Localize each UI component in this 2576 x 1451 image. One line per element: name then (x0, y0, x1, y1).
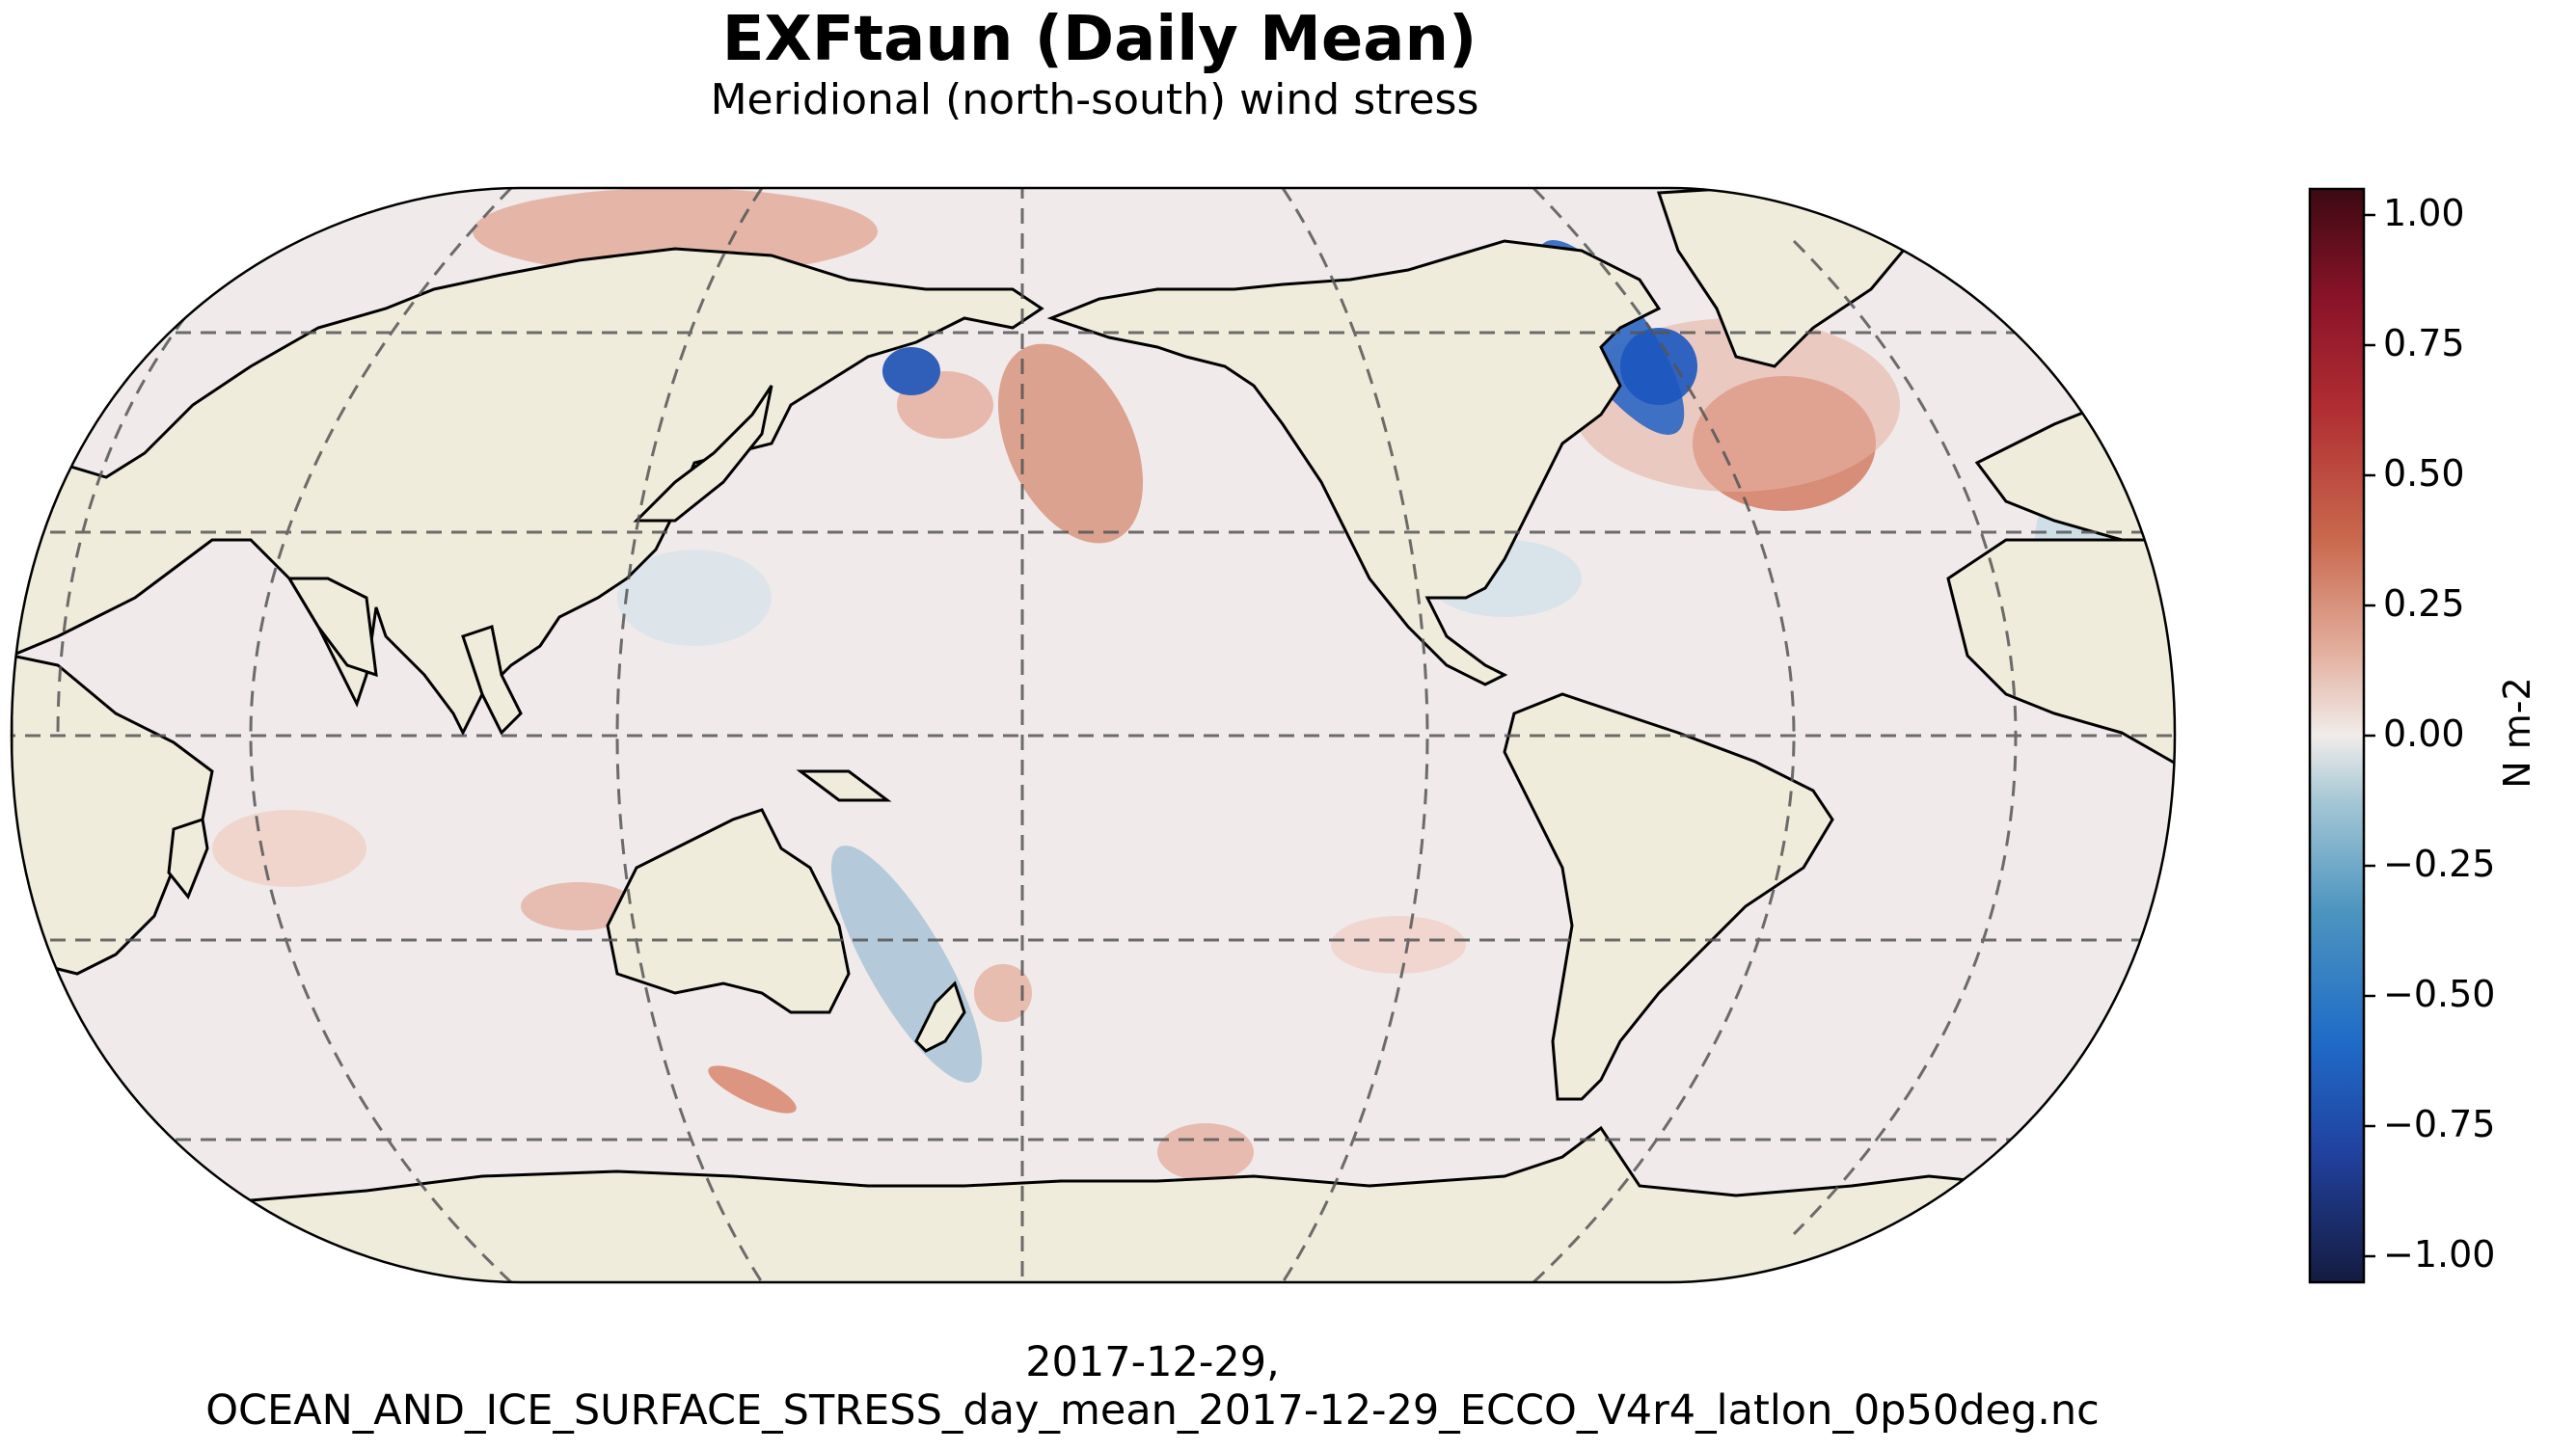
map-title: EXFtaun (Daily Mean) (721, 4, 1478, 75)
land-japan (633, 385, 773, 523)
land-north-america (1046, 239, 1662, 686)
colorbar-tick-label: −1.00 (2383, 1233, 2496, 1276)
map-boundary (10, 186, 2177, 1284)
footer-filename: OCEAN_AND_ICE_SURFACE_STRESS_day_mean_20… (205, 1386, 2100, 1435)
footer-date: 2017-12-29, (1025, 1338, 1280, 1386)
land-australia (606, 808, 851, 1014)
colorbar-tick-label: 0.00 (2383, 712, 2465, 755)
map-body (12, 188, 2175, 1282)
land-new-zealand (914, 981, 966, 1053)
colorbar-tick-label: 1.00 (2383, 192, 2465, 234)
colorbar-tick-label: 0.25 (2383, 582, 2465, 625)
land-masses (12, 188, 2175, 1282)
colorbar-tick-label: 0.50 (2383, 452, 2465, 495)
map-subtitle: Meridional (north-south) wind stress (710, 75, 1479, 124)
colorbar-tick-label: −0.50 (2383, 973, 2496, 1015)
colorbar-gradient (2308, 187, 2366, 1284)
colorbar-unit-label: N m-2 (2496, 677, 2538, 789)
colorbar-tick-label: −0.25 (2383, 843, 2496, 885)
colorbar-tick-label: −0.75 (2383, 1103, 2496, 1145)
colorbar (2308, 187, 2375, 1284)
map-footer: 2017-12-29, OCEAN_AND_ICE_SURFACE_STRESS… (0, 1338, 2305, 1435)
land-south-america (1503, 692, 1834, 1101)
land-se-asia (461, 625, 523, 736)
land-new-guinea (796, 769, 892, 802)
colorbar-tick-label: 0.75 (2383, 322, 2465, 364)
land-india (286, 577, 378, 678)
land-africa-west (1946, 538, 2175, 774)
land-madagascar (167, 818, 209, 900)
